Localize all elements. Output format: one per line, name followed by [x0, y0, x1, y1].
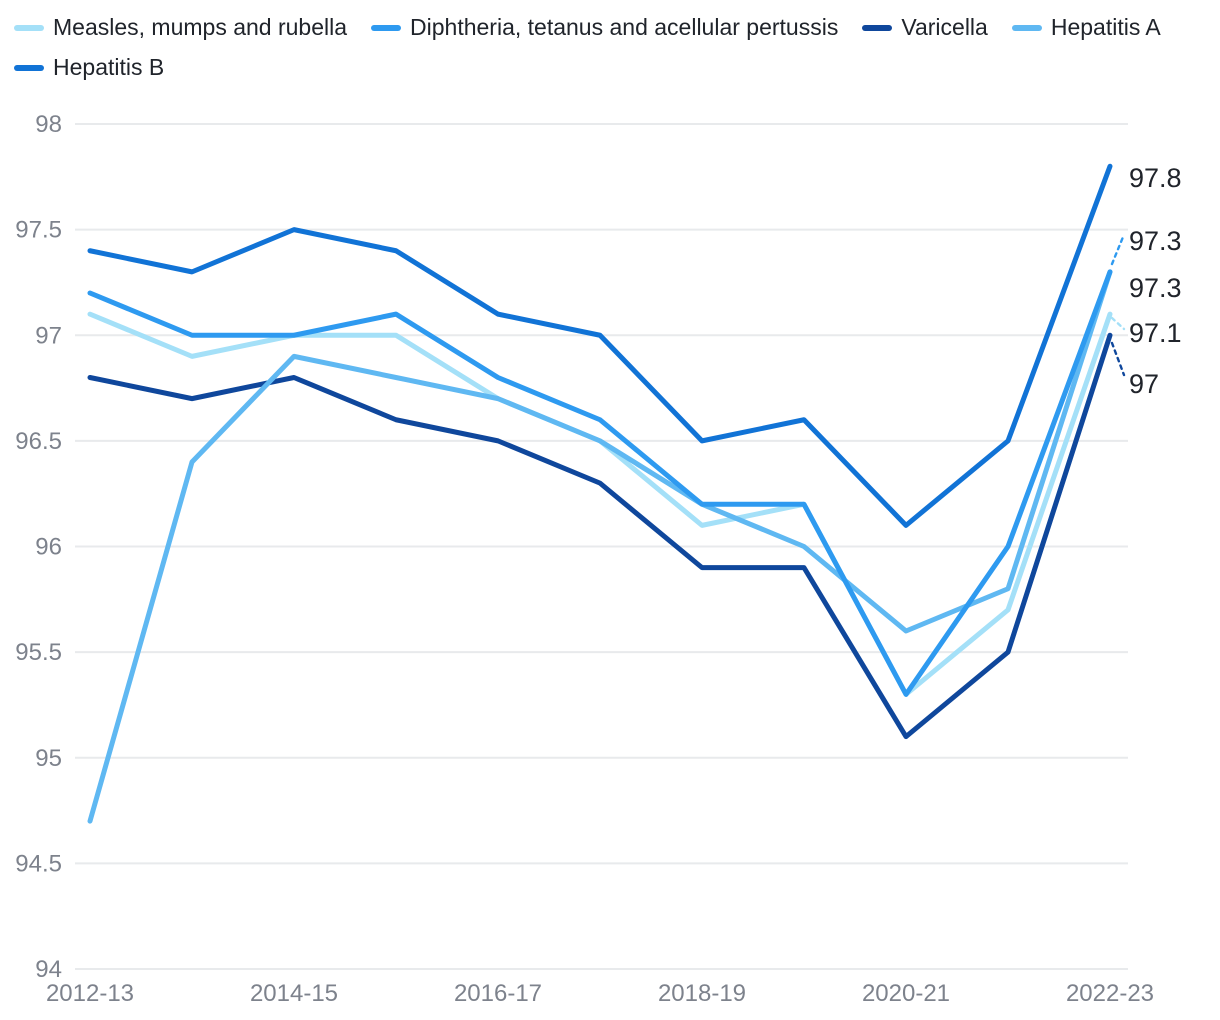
y-axis-tick-label: 97: [35, 322, 62, 349]
series-end-label: 97.1: [1129, 318, 1182, 348]
y-axis-tick-label: 96: [35, 534, 62, 561]
y-axis-tick-label: 94: [35, 956, 62, 983]
series-end-label: 97.3: [1129, 226, 1182, 256]
x-axis-tick-label: 2022-23: [1066, 980, 1154, 1007]
x-axis-tick-label: 2018-19: [658, 980, 746, 1007]
end-label-leader-line: [1110, 235, 1125, 266]
dtap-legend-swatch-icon: [371, 24, 402, 31]
x-axis-tick-label: 2012-13: [46, 980, 134, 1007]
legend-label: Diphtheria, tetanus and acellular pertus…: [410, 14, 839, 40]
legend-item-dtap: Diphtheria, tetanus and acellular pertus…: [371, 14, 838, 41]
series-line-varicella: [87, 332, 1113, 740]
chart-legend: Measles, mumps and rubella Diphtheria, t…: [14, 14, 1216, 81]
series-end-label: 97: [1129, 369, 1159, 399]
hepatitis-b-legend-swatch-icon: [14, 64, 44, 71]
y-axis-tick-label: 95: [35, 745, 62, 772]
x-axis-tick-label: 2020-21: [862, 980, 950, 1007]
series-line-hepatitis-b: [87, 163, 1113, 528]
legend-item-hepatitis-a: Hepatitis A: [1011, 14, 1161, 41]
legend-label: Varicella: [901, 14, 988, 40]
y-axis-tick-label: 96.5: [15, 428, 62, 455]
legend-label: Measles, mumps and rubella: [53, 14, 348, 40]
legend-item-hepatitis-b: Hepatitis B: [14, 54, 164, 81]
x-axis-tick-label: 2014-15: [250, 980, 338, 1007]
end-label-leader-line: [1110, 341, 1126, 377]
y-axis-tick-label: 95.5: [15, 639, 62, 666]
varicella-legend-swatch-icon: [862, 24, 893, 31]
x-axis-tick-label: 2016-17: [454, 980, 542, 1007]
mmr-legend-swatch-icon: [14, 24, 44, 31]
series-line-hepatitis-a: [87, 269, 1113, 824]
hepatitis-a-legend-swatch-icon: [1011, 24, 1042, 31]
series-end-label: 97.3: [1129, 273, 1182, 303]
end-label-leader-line: [1110, 316, 1126, 331]
legend-item-mmr: Measles, mumps and rubella: [14, 14, 347, 41]
legend-label: Hepatitis A: [1050, 14, 1161, 40]
y-axis-tick-label: 94.5: [15, 850, 62, 877]
legend-label: Hepatitis B: [53, 54, 165, 80]
y-axis-tick-label: 97.5: [15, 217, 62, 244]
series-end-label: 97.8: [1129, 163, 1182, 193]
legend-item-varicella: Varicella: [862, 14, 988, 41]
series-line-measles-mumps-and-rubella: [87, 311, 1113, 697]
y-axis-tick-label: 98: [35, 111, 62, 138]
series-line-diphtheria-tetanus-and-acellular-pertussis: [87, 269, 1113, 697]
